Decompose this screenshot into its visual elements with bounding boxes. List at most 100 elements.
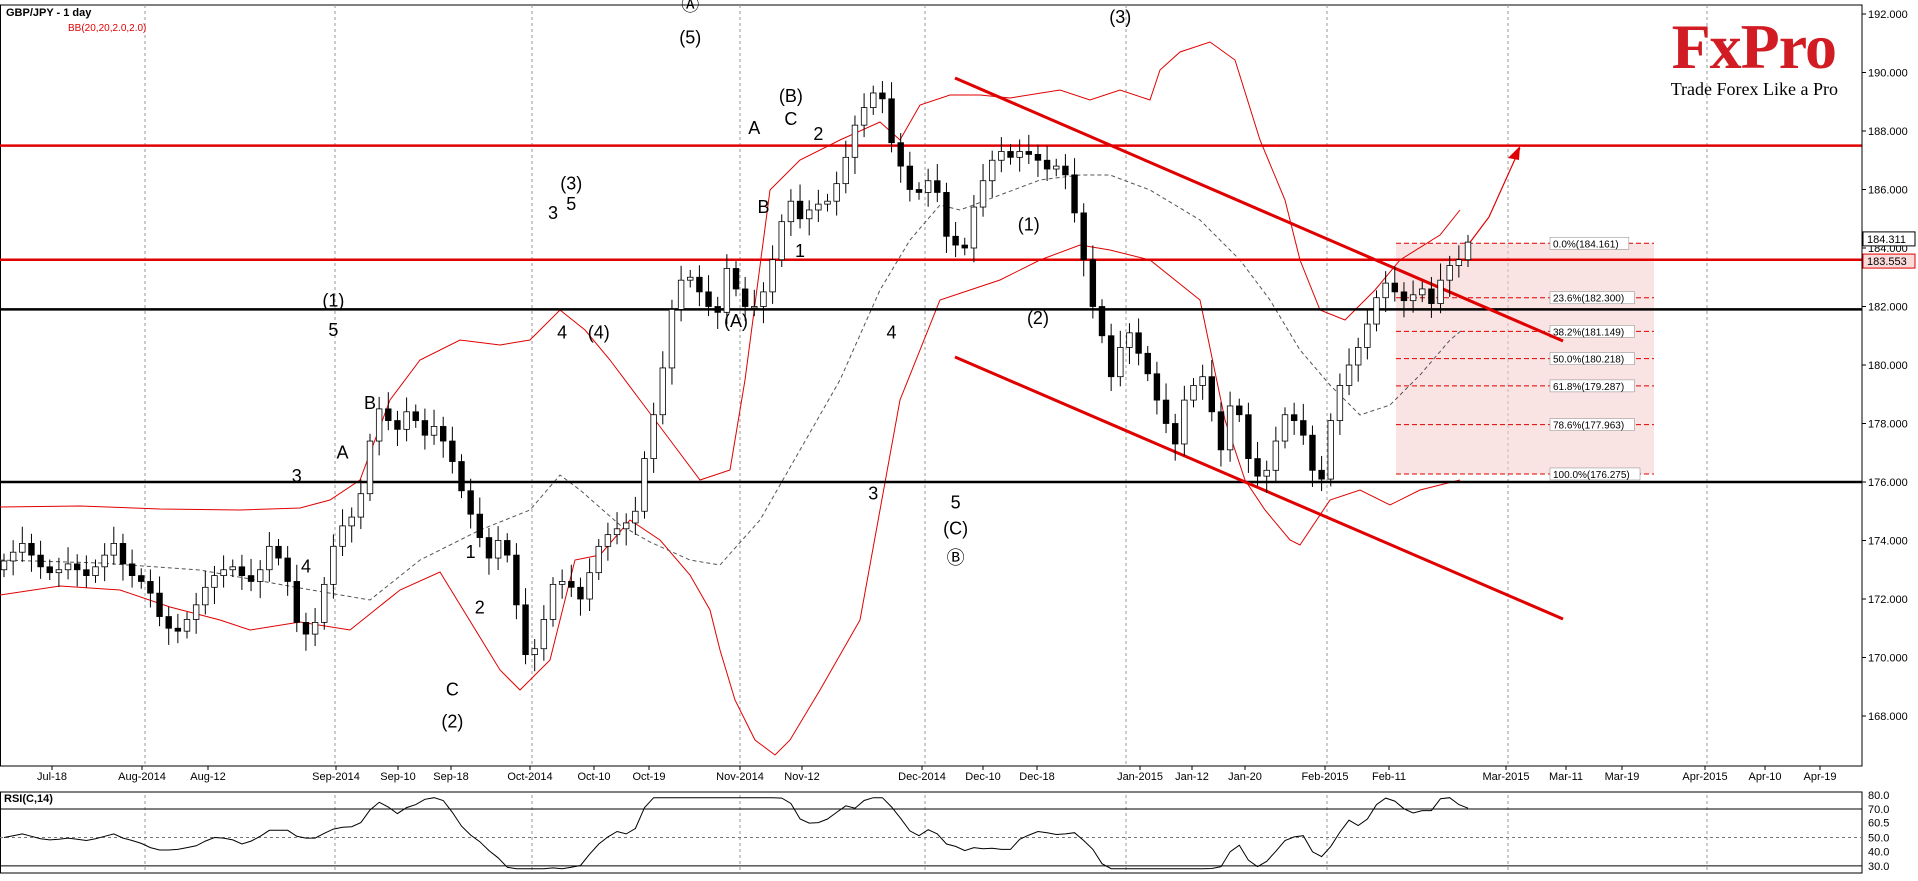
candle-body	[183, 619, 191, 632]
candle-body	[64, 563, 72, 571]
bollinger-middle-band	[0, 174, 1463, 601]
candle-body	[558, 581, 566, 585]
candle-body	[1089, 259, 1097, 307]
candle-body	[375, 408, 383, 442]
candle-body	[943, 192, 950, 237]
candle-body	[522, 604, 529, 655]
candle	[1290, 402, 1298, 435]
wave-label: 3	[868, 484, 878, 504]
candle	[458, 454, 465, 499]
wave-label: 2	[813, 124, 823, 144]
candle	[494, 526, 502, 571]
candle-body	[1162, 399, 1170, 424]
candle	[1135, 318, 1142, 366]
rsi-axis-label: 50.0	[1868, 832, 1889, 844]
candle-body	[421, 420, 429, 436]
rsi-axis-label: 70.0	[1868, 804, 1889, 816]
candle-body	[284, 557, 291, 582]
wave-label: 4	[557, 323, 567, 343]
candle-body	[1172, 423, 1179, 445]
candle	[705, 275, 712, 317]
time-axis-label: Apr-19	[1803, 771, 1836, 783]
candle-body	[37, 554, 44, 568]
candle	[1208, 360, 1215, 422]
candle-body	[970, 206, 978, 249]
horizontal-levels	[0, 144, 1862, 484]
candle-body	[1025, 151, 1032, 155]
candle	[385, 392, 392, 431]
candle-body	[815, 203, 822, 211]
time-axis-label: Nov-12	[784, 771, 819, 783]
candle-body	[650, 414, 657, 460]
candle	[558, 569, 566, 599]
candle-body	[9, 551, 17, 562]
fibonacci-level-label: 100.0%(176.275)	[1553, 470, 1630, 481]
candle-body	[1107, 335, 1115, 378]
price-axis-label: 170.000	[1868, 653, 1908, 665]
candle-body	[1226, 405, 1234, 451]
price-axis-label: 192.000	[1868, 9, 1908, 21]
candle	[668, 299, 676, 385]
candle	[9, 540, 17, 576]
candle	[156, 576, 163, 627]
candle	[888, 82, 895, 153]
fxpro-tagline: Trade Forex Like a Pro	[1671, 79, 1838, 99]
wave-label: (1)	[322, 291, 344, 311]
candle-body	[302, 622, 310, 635]
candle	[1071, 158, 1078, 223]
time-axis-label: Mar-19	[1605, 771, 1640, 783]
candle	[211, 565, 218, 604]
candle	[0, 553, 8, 578]
price-axis-label: 186.000	[1868, 185, 1908, 197]
candle-body	[1236, 405, 1243, 416]
candle	[504, 533, 511, 563]
candle-body	[1144, 352, 1151, 375]
candle	[46, 559, 53, 580]
channel-lower-line	[954, 355, 1564, 621]
candle	[284, 546, 291, 596]
candle-body	[55, 569, 63, 574]
candle-body	[870, 92, 877, 108]
candle	[1034, 144, 1042, 177]
candle-body	[403, 411, 410, 430]
rsi-frame	[0, 791, 1863, 874]
candle-body	[549, 583, 557, 620]
candle-body	[1355, 347, 1362, 366]
candle-body	[879, 92, 886, 100]
candle	[659, 351, 666, 425]
candle-body	[293, 581, 300, 623]
candle	[247, 558, 255, 592]
candle-body	[1217, 411, 1225, 451]
candle-body	[641, 458, 648, 512]
candle-body	[1281, 414, 1289, 442]
candle	[412, 404, 419, 428]
candle	[623, 513, 630, 546]
candle	[357, 479, 365, 530]
candle-body	[732, 268, 740, 290]
candle-body	[1245, 414, 1252, 460]
candle	[339, 509, 346, 557]
channel-upper-line	[954, 76, 1564, 343]
candle	[119, 533, 127, 581]
candle-body	[412, 411, 419, 421]
candle	[1382, 271, 1389, 313]
wave-label: Ⓐ	[681, 0, 699, 15]
candle-body	[1062, 165, 1069, 176]
candle-body	[860, 107, 868, 126]
candlesticks	[0, 80, 1472, 672]
candle-body	[119, 543, 127, 565]
candle-body	[677, 279, 685, 310]
candle-body	[723, 268, 731, 313]
candle	[833, 171, 840, 216]
time-axis-label: Mar-2015	[1482, 771, 1529, 783]
candle	[1281, 407, 1289, 449]
candle-body	[577, 586, 584, 600]
candle-body	[696, 276, 703, 293]
candle	[787, 189, 795, 237]
candle	[1089, 245, 1097, 319]
candle	[1080, 203, 1087, 277]
candle-body	[989, 159, 996, 182]
candle	[311, 608, 319, 647]
bollinger-upper-band	[0, 41, 1461, 511]
